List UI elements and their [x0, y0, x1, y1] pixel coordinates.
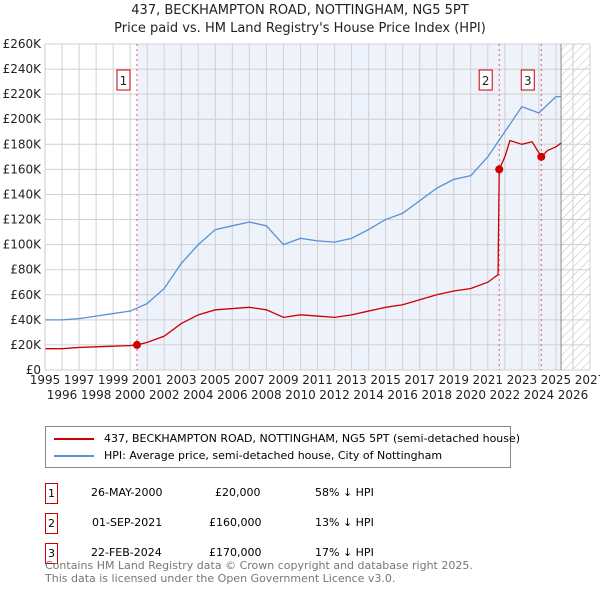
x-tick-label: 2003: [166, 373, 197, 387]
x-tick-label: 2012: [319, 388, 350, 402]
x-tick-label: 2010: [285, 388, 316, 402]
sale-label-box: [520, 69, 535, 91]
x-tick-label: 2013: [336, 373, 367, 387]
chart-title: 437, BECKHAMPTON ROAD, NOTTINGHAM, NG5 5…: [131, 3, 469, 18]
x-tick-label: 2011: [302, 373, 333, 387]
sale-price: £160,000: [209, 516, 262, 529]
y-tick-label: £260K: [3, 37, 43, 51]
x-tick-label: 1997: [64, 373, 95, 387]
sale-price: £170,000: [209, 546, 262, 559]
y-tick-label: £220K: [3, 87, 43, 101]
x-tick-label: 1999: [98, 373, 129, 387]
x-tick-label: 2000: [115, 388, 146, 402]
sale-point: [537, 152, 546, 161]
x-tick-label: 2018: [421, 388, 452, 402]
sale-number: 1: [45, 483, 58, 504]
sale-label-box: [116, 69, 131, 91]
x-tick-label: 1996: [47, 388, 78, 402]
x-tick-label: 2026: [558, 388, 589, 402]
y-tick-label: £100K: [3, 238, 43, 252]
sale-label-box: [478, 69, 493, 91]
sale-number: 2: [45, 513, 58, 534]
sale-row: 1 26-MAY-2000 £20,000 58% ↓ HPI: [45, 483, 445, 504]
x-tick-label: 2001: [132, 373, 163, 387]
x-tick-label: 2017: [404, 373, 435, 387]
x-tick-label: 2027: [575, 373, 600, 387]
y-tick-label: £120K: [3, 213, 43, 227]
series-line: [45, 96, 562, 321]
sale-point: [132, 340, 141, 349]
sale-hpi: 13% ↓ HPI: [315, 516, 374, 529]
sale-label: 1: [120, 74, 128, 88]
sale-point: [495, 165, 504, 174]
shaded-region: [136, 44, 562, 370]
x-tick-label: 2023: [507, 373, 538, 387]
sale-date: 01-SEP-2021: [92, 516, 163, 529]
forecast-hatch: [561, 44, 590, 370]
y-tick-label: £160K: [3, 162, 43, 176]
x-tick-label: 2022: [490, 388, 521, 402]
x-tick-label: 2004: [183, 388, 214, 402]
x-tick-label: 1998: [81, 388, 112, 402]
x-tick-label: 2015: [370, 373, 401, 387]
legend-label-property: 437, BECKHAMPTON ROAD, NOTTINGHAM, NG5 5…: [104, 432, 521, 445]
footer-line: This data is licensed under the Open Gov…: [45, 572, 396, 585]
sale-number: 3: [45, 543, 58, 564]
x-tick-label: 2002: [149, 388, 180, 402]
x-tick-label: 2025: [541, 373, 572, 387]
x-tick-label: 2021: [473, 373, 504, 387]
sale-price: £20,000: [215, 486, 261, 499]
x-tick-label: 2024: [524, 388, 555, 402]
legend: 437, BECKHAMPTON ROAD, NOTTINGHAM, NG5 5…: [45, 426, 520, 468]
legend-blue-line: [54, 455, 94, 457]
x-tick-label: 2006: [217, 388, 248, 402]
y-tick-label: £80K: [10, 263, 42, 277]
y-tick-label: £60K: [10, 288, 42, 302]
x-tick-label: 2009: [268, 373, 299, 387]
x-tick-label: 2020: [456, 388, 487, 402]
legend-red-line: [54, 438, 94, 440]
sale-date: 22-FEB-2024: [91, 546, 162, 559]
y-tick-label: £140K: [3, 187, 43, 201]
sale-hpi: 17% ↓ HPI: [315, 546, 374, 559]
sale-hpi: 58% ↓ HPI: [315, 486, 374, 499]
y-tick-label: £0: [26, 363, 41, 377]
y-tick-label: £240K: [3, 62, 43, 76]
sale-row: 3 22-FEB-2024 £170,000 17% ↓ HPI: [45, 543, 445, 564]
y-tick-label: £200K: [3, 112, 43, 126]
x-tick-label: 1995: [30, 373, 61, 387]
chart: 1995199619971998199920002001200220032004…: [3, 37, 600, 402]
sale-row: 2 01-SEP-2021 £160,000 13% ↓ HPI: [45, 513, 445, 534]
x-tick-label: 2008: [251, 388, 282, 402]
y-tick-label: £40K: [10, 313, 42, 327]
x-tick-label: 2019: [438, 373, 469, 387]
sale-label: 2: [482, 74, 490, 88]
y-tick-label: £20K: [10, 338, 42, 352]
x-tick-label: 2016: [387, 388, 418, 402]
sale-label: 3: [524, 74, 532, 88]
x-tick-label: 2007: [234, 373, 265, 387]
y-tick-label: £180K: [3, 137, 43, 151]
chart-subtitle: Price paid vs. HM Land Registry's House …: [114, 21, 486, 36]
x-tick-label: 2014: [353, 388, 384, 402]
sale-date: 26-MAY-2000: [91, 486, 163, 499]
footer: Contains HM Land Registry data © Crown c…: [45, 559, 473, 585]
x-tick-label: 2005: [200, 373, 231, 387]
legend-label-hpi: HPI: Average price, semi-detached house,…: [104, 449, 443, 462]
footer-line: Contains HM Land Registry data © Crown c…: [45, 559, 473, 572]
